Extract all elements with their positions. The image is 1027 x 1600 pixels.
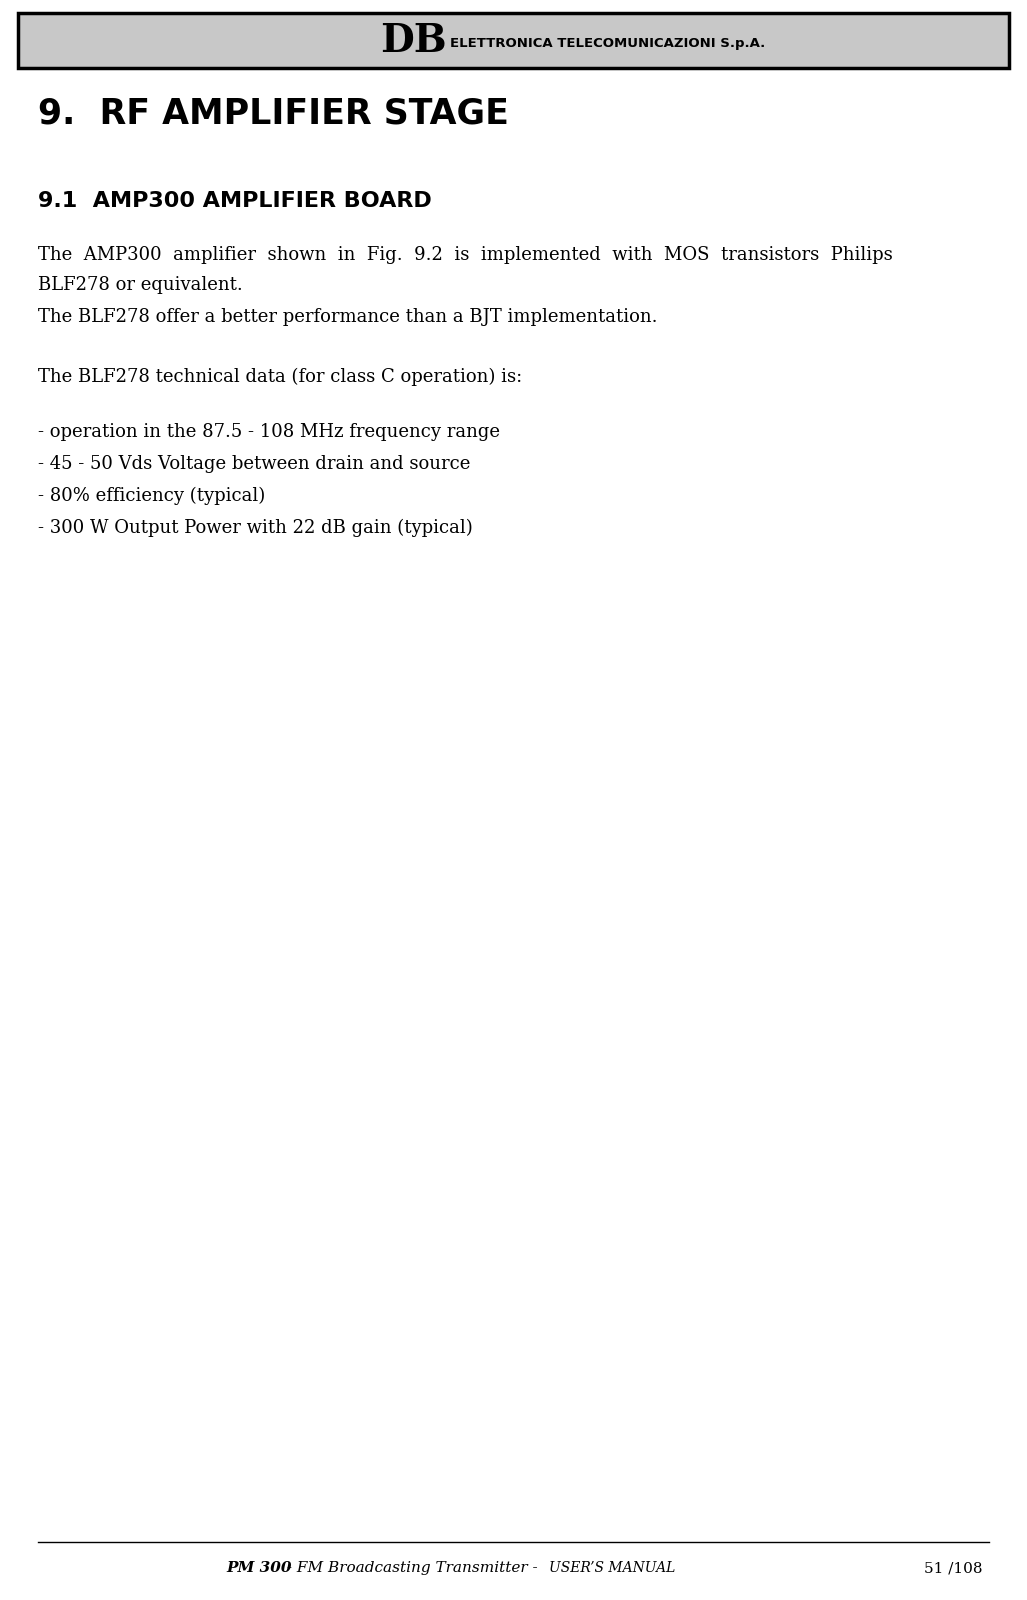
Text: 9.  RF AMPLIFIER STAGE: 9. RF AMPLIFIER STAGE [38, 96, 508, 130]
Text: DB: DB [380, 21, 447, 59]
Text: The  AMP300  amplifier  shown  in  Fig.  9.2  is  implemented  with  MOS  transi: The AMP300 amplifier shown in Fig. 9.2 i… [38, 246, 892, 264]
Text: The BLF278 technical data (for class C operation) is:: The BLF278 technical data (for class C o… [38, 368, 523, 386]
Text: - 45 - 50 Vds Voltage between drain and source: - 45 - 50 Vds Voltage between drain and … [38, 454, 470, 474]
Text: - operation in the 87.5 - 108 MHz frequency range: - operation in the 87.5 - 108 MHz freque… [38, 422, 500, 442]
FancyBboxPatch shape [18, 13, 1009, 67]
Text: 9.1  AMP300 AMPLIFIER BOARD: 9.1 AMP300 AMPLIFIER BOARD [38, 190, 431, 211]
Text: ELETTRONICA TELECOMUNICAZIONI S.p.A.: ELETTRONICA TELECOMUNICAZIONI S.p.A. [450, 37, 765, 50]
Text: - FM Broadcasting Transmitter -: - FM Broadcasting Transmitter - [282, 1562, 543, 1574]
Text: - 300 W Output Power with 22 dB gain (typical): - 300 W Output Power with 22 dB gain (ty… [38, 518, 472, 538]
Text: BLF278 or equivalent.: BLF278 or equivalent. [38, 275, 242, 294]
Text: 51 /108: 51 /108 [924, 1562, 983, 1574]
Text: PM 300: PM 300 [226, 1562, 292, 1574]
Text: USER’S MANUAL: USER’S MANUAL [549, 1562, 676, 1574]
Text: - 80% efficiency (typical): - 80% efficiency (typical) [38, 486, 265, 506]
Text: The BLF278 offer a better performance than a BJT implementation.: The BLF278 offer a better performance th… [38, 307, 657, 326]
